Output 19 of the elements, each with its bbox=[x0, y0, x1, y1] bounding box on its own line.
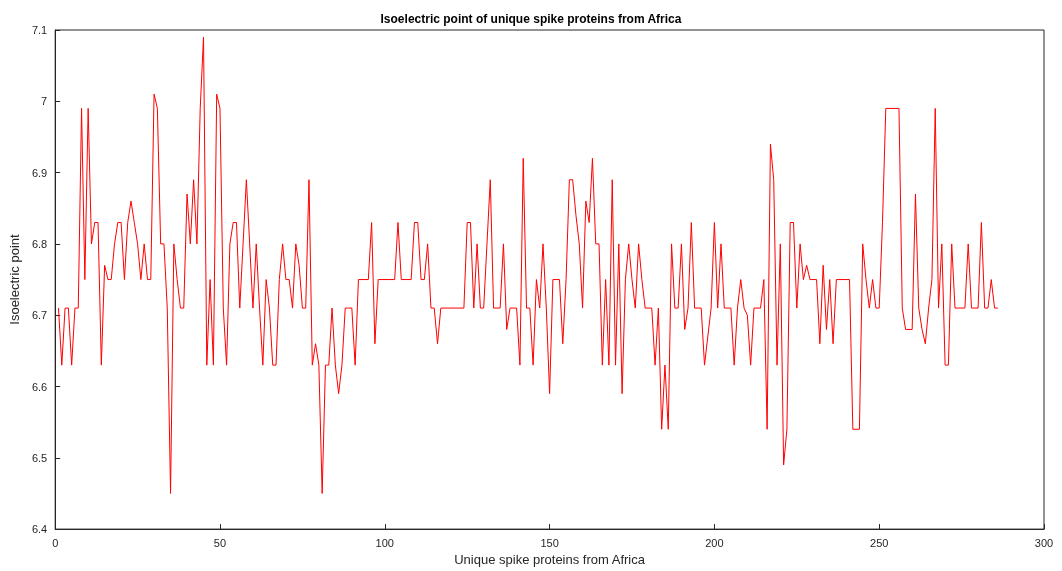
chart-title: Isoelectric point of unique spike proteins from Africa bbox=[380, 12, 682, 26]
y-axis-title: Isoelectric point bbox=[7, 234, 22, 325]
x-tick-label: 0 bbox=[52, 536, 59, 549]
x-tick-label: 300 bbox=[1034, 536, 1054, 549]
x-axis-title: Unique spike proteins from Africa bbox=[454, 552, 646, 567]
y-tick-label: 6.6 bbox=[31, 380, 48, 393]
y-tick-label: 6.9 bbox=[31, 166, 48, 179]
y-tick-label: 6.7 bbox=[31, 309, 48, 322]
y-tick-label: 6.8 bbox=[31, 237, 48, 250]
x-tick-label: 150 bbox=[540, 536, 559, 549]
y-tick-label: 7.1 bbox=[31, 24, 48, 36]
x-tick-label: 50 bbox=[213, 536, 227, 549]
y-tick-label: 7 bbox=[41, 95, 48, 108]
x-tick-label: 200 bbox=[705, 536, 724, 549]
x-tick-label: 100 bbox=[375, 536, 394, 549]
y-tick-label: 6.4 bbox=[31, 523, 48, 536]
y-tick-label: 6.5 bbox=[31, 451, 48, 464]
x-tick-label: 250 bbox=[870, 536, 889, 549]
line-series bbox=[57, 36, 999, 494]
